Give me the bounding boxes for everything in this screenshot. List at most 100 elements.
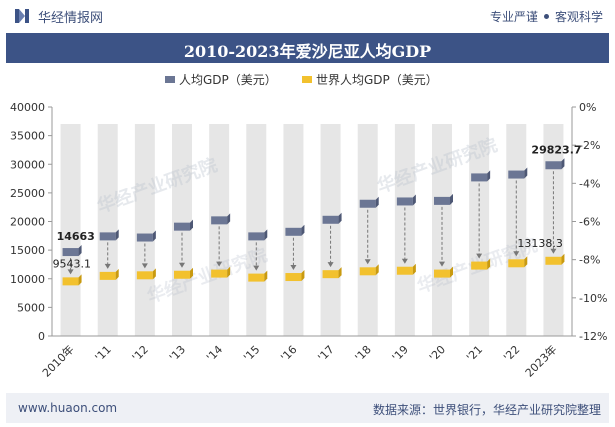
series2-marker-side xyxy=(338,267,342,279)
series2-marker xyxy=(174,270,190,279)
brand-name: 华经情报网 xyxy=(38,11,104,26)
y2-tick-label: -6% xyxy=(579,216,600,229)
series2-marker-side xyxy=(227,266,231,278)
series1-marker-side xyxy=(524,167,528,179)
y2-tick-label: 0% xyxy=(579,101,596,114)
column-band xyxy=(134,124,155,336)
series2-marker xyxy=(471,261,488,270)
series1-marker xyxy=(62,248,79,257)
series2-marker xyxy=(396,266,413,275)
column-band xyxy=(97,124,118,336)
connector-arrow xyxy=(141,263,148,269)
series2-marker-side xyxy=(115,268,119,280)
connector-arrow xyxy=(327,262,334,268)
slogan: 专业严谨 客观科学 xyxy=(490,8,603,25)
x-tick-label: 2023年 xyxy=(522,342,559,379)
y-tick-label: 10000 xyxy=(10,273,45,286)
series1-marker-side xyxy=(301,224,305,236)
series2-marker-side xyxy=(78,274,82,286)
legend-swatch-2 xyxy=(302,76,312,83)
y-tick-label: 5000 xyxy=(17,301,45,314)
y-tick-label: 40000 xyxy=(10,101,45,114)
data-label: 9543.1 xyxy=(53,257,91,270)
series2-marker-side xyxy=(412,263,416,275)
series2-marker xyxy=(136,271,153,280)
legend-swatch-1 xyxy=(165,76,175,83)
series1-marker xyxy=(99,232,116,241)
series2-marker-side xyxy=(264,270,268,282)
series1-marker-side xyxy=(115,229,119,241)
legend-label-2: 世界人均GDP（美元） xyxy=(316,73,438,87)
series2-marker-side xyxy=(375,264,379,276)
series1-marker-side xyxy=(450,193,453,205)
y-tick-label: 25000 xyxy=(10,187,45,200)
slogan-dot-icon xyxy=(543,14,549,19)
x-tick-label: '13 xyxy=(167,343,188,364)
column-band xyxy=(432,124,452,336)
series1-marker xyxy=(136,233,153,242)
connector-arrow xyxy=(67,269,74,275)
series2-marker-side xyxy=(524,256,528,268)
column-band xyxy=(543,124,564,336)
chart: 人均GDP（美元） 世界人均GDP（美元） 0 5000 10000 15000 20000… xyxy=(10,73,607,380)
y2-tick-label: -2% xyxy=(579,139,600,152)
x-tick-label: 2010年 xyxy=(39,342,76,379)
series1-marker xyxy=(471,173,488,182)
series2-marker xyxy=(545,256,562,265)
y2-tick-label: -8% xyxy=(579,254,600,267)
series2-marker xyxy=(62,277,79,286)
y-tick-label: 15000 xyxy=(10,244,45,257)
series1-marker-side xyxy=(227,213,231,225)
data-label: 29823.7 xyxy=(531,143,581,156)
series1-marker xyxy=(322,215,339,224)
x-tick-label: '18 xyxy=(353,343,374,364)
y2-tick-label: -4% xyxy=(579,177,600,190)
footer-site: www.huaon.com xyxy=(18,401,118,415)
series1-marker-side xyxy=(561,158,565,170)
series2-marker-side xyxy=(561,253,565,265)
series1-marker xyxy=(174,222,190,231)
slogan-right: 客观科学 xyxy=(554,10,603,24)
data-label: 14663 xyxy=(57,230,95,243)
series1-marker-side xyxy=(78,245,82,257)
series1-marker xyxy=(285,227,302,236)
connector-arrow xyxy=(550,248,557,254)
connector-arrow xyxy=(401,258,408,264)
x-tick-label: '22 xyxy=(501,343,522,364)
connector-arrow xyxy=(476,253,483,259)
top-bar: 华经情报网 专业严谨 客观科学 xyxy=(0,0,615,32)
x-tick-label: '17 xyxy=(315,343,336,364)
series1-marker-side xyxy=(190,219,193,231)
connector-arrow xyxy=(253,265,260,271)
slogan-left: 专业严谨 xyxy=(489,10,538,24)
footer-source: 数据来源：世界银行，华经产业研究院整理 xyxy=(372,403,601,417)
brand-logo-icon xyxy=(15,9,29,23)
connector-arrow xyxy=(216,261,223,267)
series1-marker xyxy=(211,216,228,225)
series1-marker-side xyxy=(412,194,416,206)
y-tick-label: 30000 xyxy=(10,158,45,171)
connector-arrow xyxy=(290,265,297,271)
series1-marker xyxy=(359,199,376,208)
series2-marker xyxy=(359,267,376,276)
series2-marker-side xyxy=(487,258,491,270)
series1-marker-side xyxy=(338,212,342,224)
x-tick-label: '21 xyxy=(464,343,485,364)
x-tick-label: '19 xyxy=(390,343,411,364)
data-label: 13138.3 xyxy=(517,237,563,250)
connector-arrow xyxy=(513,251,520,257)
connector-arrow xyxy=(439,261,445,267)
series2-marker xyxy=(434,269,450,278)
column-band xyxy=(209,124,230,336)
series2-marker xyxy=(285,273,302,282)
x-tick-label: '15 xyxy=(241,343,262,364)
series1-marker xyxy=(396,197,413,206)
legend-label-1: 人均GDP（美元） xyxy=(179,73,277,87)
x-tick-label: '20 xyxy=(427,343,448,364)
column-band xyxy=(506,124,527,336)
series1-marker-side xyxy=(375,196,379,208)
chart-title: 2010-2023年爱沙尼亚人均GDP xyxy=(183,42,432,61)
column-band xyxy=(320,124,341,336)
series2-marker xyxy=(248,273,265,282)
connector-arrow xyxy=(364,259,371,265)
